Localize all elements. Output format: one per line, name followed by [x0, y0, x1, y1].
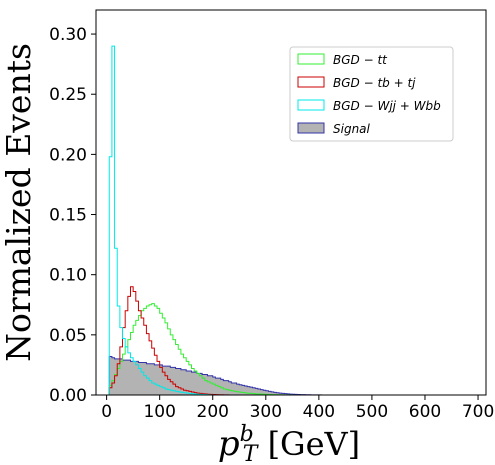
legend-item-3: Signal — [297, 122, 371, 136]
x-tick-label-3: 300 — [250, 402, 282, 422]
series-3 — [106, 356, 325, 396]
legend-item-1: BGD − tb + tj — [297, 76, 416, 90]
x-axis-title-sup: b — [240, 422, 254, 447]
x-tick-label-1: 100 — [143, 402, 175, 422]
legend: BGD − tt BGD − tb + tj BGD − Wjj + Wbb Sign… — [289, 46, 454, 142]
y-tick-label-4: 0.20 — [49, 145, 87, 165]
x-axis: 0 100 200 300 400 500 600 700 — [101, 395, 494, 422]
legend-item-0: BGD − tt — [297, 53, 388, 67]
x-axis-title-base: p — [218, 424, 240, 464]
series-3-step — [106, 356, 325, 396]
legend-label-3: Signal — [333, 122, 371, 136]
series-0 — [106, 303, 295, 396]
y-tick-label-2: 0.10 — [49, 266, 87, 286]
series-0-step — [106, 303, 295, 396]
legend-label-2: BGD − Wjj + Wbb — [333, 99, 441, 113]
series-3-fill — [106, 356, 325, 395]
y-tick-label-3: 0.15 — [49, 206, 87, 226]
legend-label-1: BGD − tb + tj — [333, 76, 416, 90]
y-tick-label-5: 0.25 — [49, 85, 87, 105]
x-axis-title: pb T [GeV] — [218, 422, 360, 465]
x-tick-label-2: 200 — [197, 402, 229, 422]
x-tick-label-4: 400 — [303, 402, 335, 422]
x-tick-label-7: 700 — [462, 402, 494, 422]
y-tick-label-1: 0.05 — [49, 326, 87, 346]
legend-item-2: BGD − Wjj + Wbb — [297, 99, 441, 113]
plot-frame — [95, 9, 487, 396]
x-tick-label-0: 0 — [101, 402, 112, 422]
y-tick-label-0: 0.00 — [49, 386, 87, 406]
legend-swatch-3 — [297, 122, 325, 134]
y-tick-label-6: 0.30 — [49, 25, 87, 45]
legend-swatch-1 — [297, 76, 325, 88]
legend-label-0: BGD − tt — [333, 53, 388, 67]
y-axis: 0.00 0.05 0.10 0.15 0.20 0.25 0.30 — [49, 25, 96, 406]
x-tick-label-6: 600 — [409, 402, 441, 422]
legend-swatch-2 — [297, 99, 325, 111]
series-2-step — [106, 45, 216, 396]
plot-area — [106, 45, 325, 396]
legend-box — [289, 46, 454, 142]
x-axis-title-unit: [GeV] — [257, 425, 360, 463]
x-axis-title-sub: T — [243, 442, 260, 465]
legend-swatch-0 — [297, 53, 325, 65]
series-2 — [106, 45, 216, 396]
y-axis-title: Normalized Events — [0, 43, 38, 362]
x-tick-label-5: 500 — [356, 402, 388, 422]
